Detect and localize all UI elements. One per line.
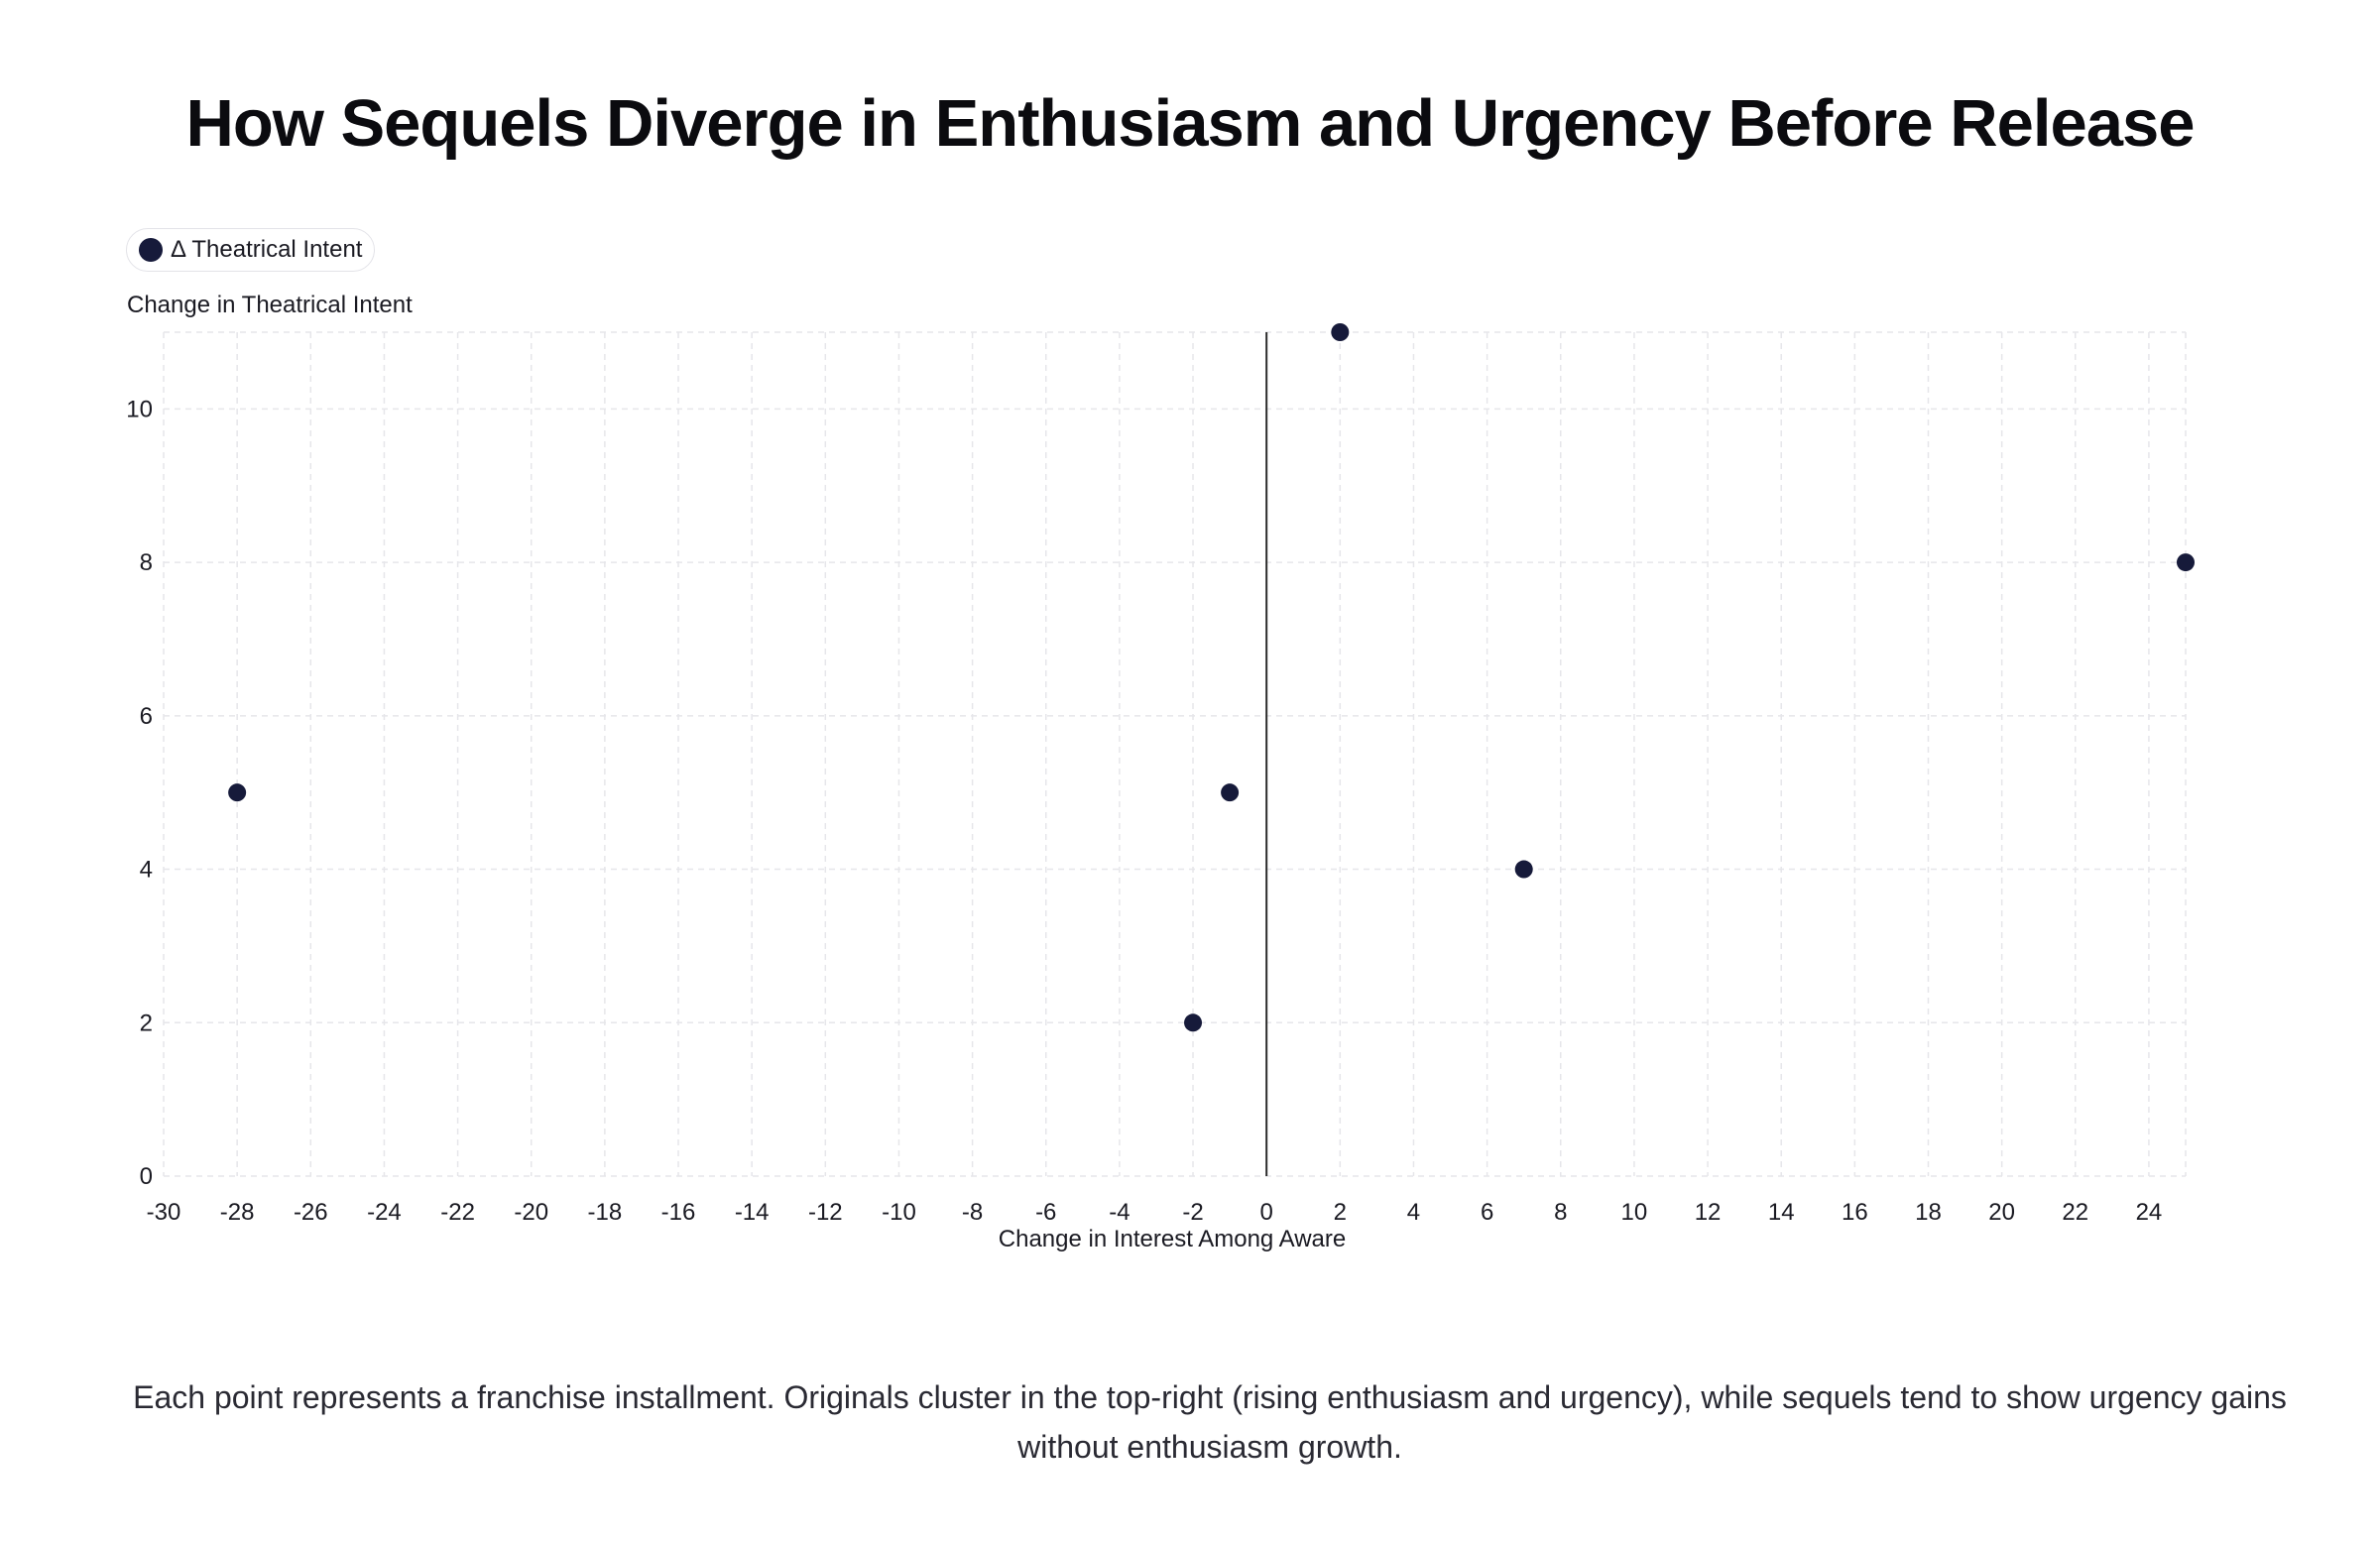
x-tick-label: -18 [588,1199,623,1226]
x-tick-label: -30 [147,1199,181,1226]
x-tick-label: 12 [1695,1199,1722,1226]
data-point[interactable] [228,783,247,802]
legend-marker-icon [139,238,163,262]
x-tick-label: -4 [1109,1199,1130,1226]
x-tick-label: 20 [1988,1199,2015,1226]
x-tick-label: -24 [367,1199,402,1226]
legend-label: Δ Theatrical Intent [171,236,363,263]
y-axis-title: Change in Theatrical Intent [127,292,413,318]
x-tick-label: -6 [1035,1199,1056,1226]
y-tick-label: 4 [140,857,153,884]
x-tick-label: 18 [1915,1199,1942,1226]
x-tick-label: 4 [1407,1199,1420,1226]
x-tick-label: 0 [1260,1199,1273,1226]
x-tick-label: 24 [2136,1199,2163,1226]
x-tick-label: -20 [514,1199,548,1226]
data-point[interactable] [1184,1013,1203,1032]
legend[interactable]: Δ Theatrical Intent [126,228,376,272]
y-tick-label: 6 [140,703,153,730]
x-tick-label: -16 [661,1199,696,1226]
x-tick-label: 10 [1621,1199,1648,1226]
y-tick-label: 10 [126,396,153,422]
x-tick-label: -10 [882,1199,916,1226]
y-tick-label: 2 [140,1010,153,1036]
x-tick-label: -8 [962,1199,983,1226]
y-tick-label: 8 [140,549,153,576]
data-point[interactable] [1514,860,1533,879]
chart-title: How Sequels Diverge in Enthusiasm and Ur… [185,86,2195,161]
x-tick-label: -2 [1182,1199,1203,1226]
x-tick-label: -14 [735,1199,770,1226]
x-tick-label: 8 [1554,1199,1567,1226]
x-tick-label: 2 [1334,1199,1347,1226]
x-axis-title: Change in Interest Among Aware [998,1226,1347,1252]
data-point[interactable] [2177,553,2195,572]
x-tick-label: 16 [1842,1199,1868,1226]
x-tick-label: -26 [294,1199,328,1226]
tick-labels: -30 -28 -26 -24 -22 -20 -18 -16 -14 -12 -10 -8 -6 -4-… [126,396,2162,1226]
x-tick-label: -28 [220,1199,255,1226]
x-tick-label: 22 [2062,1199,2088,1226]
y-tick-label: 0 [140,1163,153,1190]
data-point[interactable] [1221,783,1240,802]
x-tick-label: 14 [1768,1199,1795,1226]
data-points [228,323,2195,1032]
x-tick-label: -22 [440,1199,475,1226]
grid-lines [163,331,2187,1177]
data-point[interactable] [1331,323,1350,341]
x-tick-label: 6 [1481,1199,1493,1226]
x-tick-label: -12 [808,1199,843,1226]
chart-caption: Each point represents a franchise instal… [133,1379,2287,1465]
